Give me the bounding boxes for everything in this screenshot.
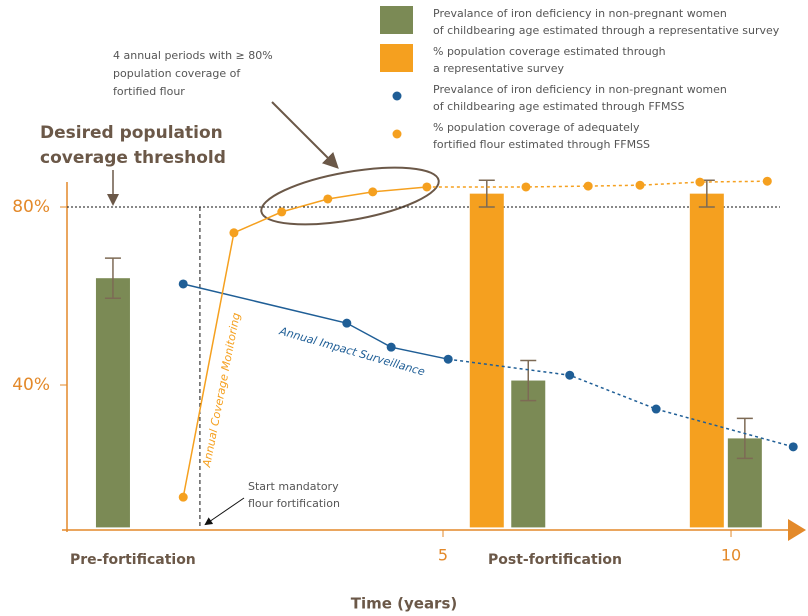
- legend-swatch: [392, 91, 402, 101]
- dot: [323, 194, 333, 204]
- region-label: Post-fortification: [488, 552, 622, 568]
- line-dashed: [426, 180, 768, 188]
- annotation: flour fortification: [248, 497, 340, 510]
- dot: [229, 228, 239, 238]
- annotation: population coverage of: [113, 67, 241, 80]
- legend-label: fortified flour estimated through FFMSS: [433, 138, 650, 151]
- bar: [511, 380, 546, 528]
- line-dashed: [448, 358, 794, 448]
- bar: [469, 193, 504, 528]
- dot: [788, 442, 798, 452]
- highlight-ellipse: [260, 166, 440, 226]
- threshold-label: coverage threshold: [40, 148, 226, 168]
- threshold-label: Desired population: [40, 123, 223, 143]
- arrow: [204, 497, 245, 526]
- dot: [422, 182, 432, 192]
- line-solid: [183, 283, 449, 360]
- line-solid: [182, 186, 427, 498]
- dot: [695, 177, 705, 187]
- region-label: Pre-fortification: [70, 552, 196, 568]
- legend-swatch: [392, 129, 402, 139]
- annotation: 4 annual periods with ≥ 80%: [113, 49, 273, 62]
- annotation: Start mandatory: [248, 480, 339, 493]
- dot: [762, 176, 772, 186]
- legend-label: a representative survey: [433, 62, 564, 75]
- dot: [178, 279, 188, 289]
- x-tick-label: 5: [438, 546, 448, 565]
- legend-swatch: [380, 44, 413, 72]
- dot: [277, 207, 287, 217]
- dot: [368, 187, 378, 197]
- legend-label: % population coverage of adequately: [433, 121, 640, 134]
- dot: [386, 342, 396, 352]
- dot: [443, 354, 453, 364]
- x-axis-arrow: [788, 519, 806, 541]
- x-axis-title: Time (years): [351, 595, 458, 613]
- dot: [635, 180, 645, 190]
- arrow: [271, 101, 339, 169]
- bar: [95, 278, 130, 528]
- x-tick-label: 10: [721, 546, 741, 565]
- line-label: Annual Coverage Monitoring: [200, 312, 243, 469]
- y-tick-label: 80%: [12, 197, 50, 217]
- legend-swatch: [380, 6, 413, 34]
- legend-label: of childbearing age estimated through a …: [433, 24, 780, 37]
- bar: [689, 193, 724, 528]
- y-tick-label: 40%: [12, 375, 50, 395]
- dot: [583, 181, 593, 191]
- legend-label: % population coverage estimated through: [433, 45, 666, 58]
- legend-label: Prevalance of iron deficiency in non-pre…: [433, 7, 727, 20]
- dot: [565, 370, 575, 380]
- dot: [342, 318, 352, 328]
- dot: [521, 182, 531, 192]
- annotation: fortified flour: [113, 85, 185, 98]
- dot: [651, 404, 661, 414]
- legend-label: Prevalance of iron deficiency in non-pre…: [433, 83, 727, 96]
- legend-label: of childbearing age estimated through FF…: [433, 100, 684, 113]
- dot: [178, 492, 188, 502]
- line-label: Annual Impact Surveillance: [277, 324, 427, 378]
